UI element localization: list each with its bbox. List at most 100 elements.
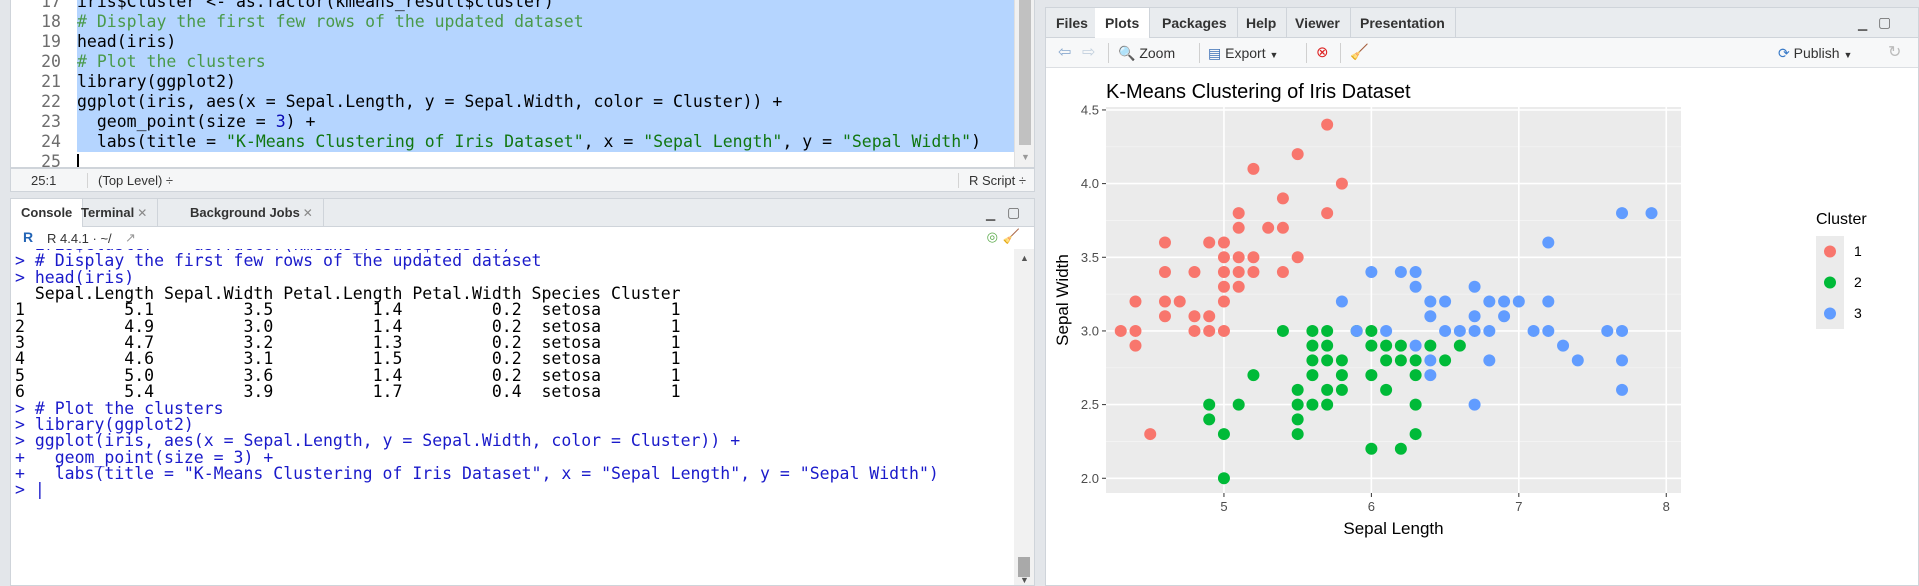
data-point-cluster-3 [1453, 324, 1466, 337]
data-point-cluster-1 [1217, 295, 1230, 308]
tab-presentation[interactable]: Presentation [1350, 8, 1456, 38]
back-arrow-icon[interactable]: ⇦ [1058, 44, 1072, 61]
tab-viewer[interactable]: Viewer [1285, 8, 1351, 38]
data-point-cluster-2 [1306, 398, 1319, 411]
publish-button[interactable]: ⟳ Publish ▼ [1778, 43, 1852, 63]
data-point-cluster-2 [1394, 354, 1407, 367]
data-point-cluster-2 [1335, 369, 1348, 382]
maximize-icon[interactable]: ▢ [1878, 14, 1892, 30]
zoom-button[interactable]: 🔍 Zoom [1118, 43, 1175, 63]
source-editor[interactable]: 17 iris$Cluster <- as.factor(kmeans_resul… [10, 0, 1035, 168]
tab-console[interactable]: Console [11, 199, 84, 228]
plots-pane: Files Plots Packages Help Viewer Present… [1045, 7, 1919, 586]
editor-scrollbar[interactable]: ▼ [1014, 0, 1034, 167]
code-text: head(iris) [77, 32, 177, 51]
tab-packages[interactable]: Packages [1152, 8, 1238, 38]
data-point-cluster-1 [1321, 118, 1334, 131]
tab-background-jobs-label: Background Jobs [190, 205, 300, 220]
scroll-up-icon[interactable]: ▲ [1020, 253, 1029, 263]
console-command-line: + labs(title = "K-Means Clustering of Ir… [15, 463, 939, 483]
editor-scroll-thumb[interactable] [1019, 0, 1031, 145]
editor-line[interactable]: 24 labs(title = "K-Means Clustering of I… [11, 132, 1027, 152]
data-point-cluster-3 [1483, 324, 1496, 337]
data-point-cluster-3 [1365, 266, 1378, 279]
data-point-cluster-1 [1129, 339, 1142, 352]
scope-selector[interactable]: (Top Level) ÷ [87, 173, 173, 188]
tab-files-label: Files [1056, 15, 1088, 31]
data-point-cluster-2 [1335, 383, 1348, 396]
data-point-cluster-2 [1217, 428, 1230, 441]
editor-line[interactable]: 21 library(ggplot2) [11, 72, 1027, 92]
render-icon[interactable]: ◎ [986, 229, 998, 244]
selection-highlight [77, 112, 1027, 132]
editor-line[interactable]: 18 # Display the first few rows of the up… [11, 12, 1027, 32]
console-output-line: 1 5.1 3.5 1.4 0.2 setosa 1 [15, 300, 681, 320]
legend-label: 3 [1854, 305, 1862, 321]
editor-status-bar: 25:1 (Top Level) ÷ R Script ÷ [10, 168, 1035, 192]
console-scrollbar[interactable]: ▲ ▼ [1014, 249, 1034, 585]
close-icon[interactable]: ✕ [302, 206, 313, 220]
data-point-cluster-3 [1468, 280, 1481, 293]
line-number: 24 [41, 132, 61, 151]
data-point-cluster-2 [1321, 339, 1334, 352]
tab-terminal[interactable]: Terminal ✕ [71, 199, 159, 227]
scroll-down-icon[interactable]: ▼ [1020, 575, 1029, 585]
data-point-cluster-3 [1468, 398, 1481, 411]
clear-plots-icon[interactable]: 🧹 [1350, 44, 1369, 61]
tab-background-jobs[interactable]: Background Jobs ✕ [180, 199, 324, 227]
data-point-cluster-1 [1232, 221, 1245, 234]
x-tick-label: 8 [1663, 499, 1670, 514]
data-point-cluster-2 [1409, 428, 1422, 441]
x-tick-label: 5 [1220, 499, 1227, 514]
code-area[interactable]: 17 iris$Cluster <- as.factor(kmeans_resul… [11, 0, 1027, 167]
data-point-cluster-3 [1498, 295, 1511, 308]
data-point-cluster-3 [1542, 236, 1555, 249]
tab-plots[interactable]: Plots [1095, 8, 1151, 39]
tab-plots-label: Plots [1105, 15, 1140, 31]
export-button[interactable]: ▤ Export ▼ [1208, 43, 1278, 63]
tab-files[interactable]: Files [1046, 8, 1099, 38]
editor-line[interactable]: 22 ggplot(iris, aes(x = Sepal.Length, y =… [11, 92, 1027, 112]
data-point-cluster-2 [1291, 398, 1304, 411]
y-tick-label: 2.5 [1081, 397, 1099, 412]
forward-arrow-icon[interactable]: ⇨ [1082, 44, 1096, 61]
editor-line[interactable]: 20 # Plot the clusters [11, 52, 1027, 72]
minimize-icon[interactable]: ▁ [986, 207, 996, 221]
data-point-cluster-2 [1306, 369, 1319, 382]
scroll-down-icon[interactable]: ▼ [1021, 152, 1030, 162]
editor-line[interactable]: 23 geom_point(size = 3) + [11, 112, 1027, 132]
y-tick-label: 3.0 [1081, 323, 1099, 338]
console-command-line: > head(iris) [15, 267, 135, 287]
remove-plot-icon[interactable]: ⊗ [1316, 44, 1329, 61]
close-icon[interactable]: ✕ [137, 206, 148, 220]
tab-viewer-label: Viewer [1295, 15, 1340, 31]
refresh-icon[interactable]: ↻ [1888, 44, 1902, 61]
console-scroll-thumb[interactable] [1018, 557, 1030, 577]
data-point-cluster-1 [1203, 324, 1216, 337]
data-point-cluster-2 [1394, 339, 1407, 352]
data-point-cluster-2 [1217, 472, 1230, 485]
clear-console-icon[interactable]: 🧹 [1002, 228, 1020, 244]
data-point-cluster-3 [1542, 324, 1555, 337]
editor-line[interactable]: 25 [11, 152, 1014, 167]
console-output[interactable]: > iris$Cluster <- as.factor(kmeans_resul… [11, 249, 1011, 586]
code-text: # Plot the clusters [77, 52, 266, 71]
file-type-selector[interactable]: R Script ÷ [958, 173, 1026, 188]
editor-line[interactable]: 17 iris$Cluster <- as.factor(kmeans_resul… [11, 0, 1027, 12]
code-text: iris$Cluster <- as.factor(kmeans_result$… [77, 0, 554, 11]
data-point-cluster-3 [1616, 207, 1629, 220]
data-point-cluster-1 [1173, 295, 1186, 308]
data-point-cluster-3 [1571, 354, 1584, 367]
data-points [1114, 118, 1658, 485]
minimize-icon[interactable]: ▁ [1858, 17, 1868, 31]
data-point-cluster-1 [1188, 324, 1201, 337]
go-to-directory-icon[interactable]: ↗ [125, 230, 136, 245]
tab-help[interactable]: Help [1236, 8, 1288, 38]
data-point-cluster-2 [1203, 398, 1216, 411]
selection-highlight [77, 92, 1027, 112]
maximize-icon[interactable]: ▢ [1007, 204, 1021, 220]
data-point-cluster-1 [1114, 324, 1127, 337]
editor-line[interactable]: 19 head(iris) [11, 32, 1027, 52]
code-text: ggplot(iris, aes(x = Sepal.Length, y = S… [77, 92, 783, 111]
data-point-cluster-1 [1247, 162, 1260, 175]
